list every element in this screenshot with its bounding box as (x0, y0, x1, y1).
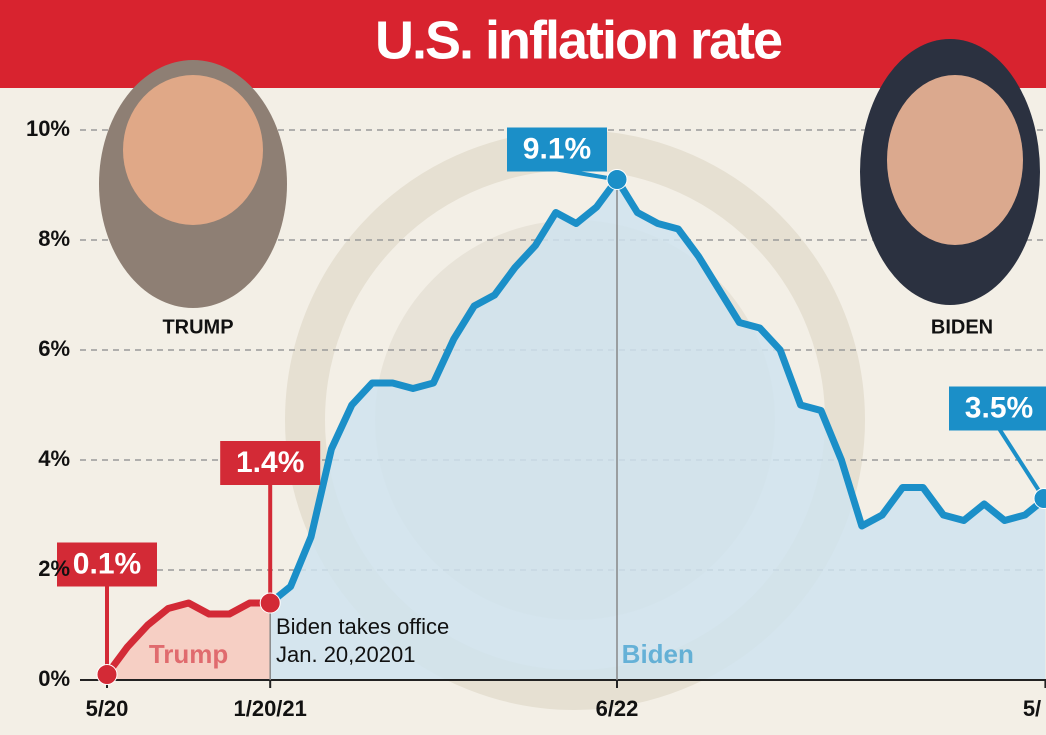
line (104, 599, 271, 677)
point (606, 169, 628, 190)
y-tick-label: 6% (38, 336, 70, 361)
area (107, 603, 271, 680)
data-label: 0.1% (73, 547, 141, 580)
data-label: 3.5% (965, 391, 1033, 424)
plot: Trump Biden 0.1% 1.4% 9.1% 3.5% (57, 127, 1046, 688)
x-tick-label: 6/22 (596, 696, 639, 721)
trump-label: TRUMP (162, 316, 233, 338)
biden-face (887, 75, 1023, 245)
annotation: Biden takes office (276, 614, 449, 639)
y-tick-label: 10% (26, 116, 70, 141)
series-label: Trump (149, 639, 228, 669)
trump-face (123, 75, 263, 225)
x-tick-label: 5/20 (86, 696, 129, 721)
series-label: Biden (622, 639, 694, 669)
callout-box (507, 127, 607, 172)
area (270, 179, 1046, 680)
biden-label: BIDEN (931, 316, 993, 338)
line (267, 176, 1046, 606)
y-tick-label: 0% (38, 666, 70, 691)
callout-box (949, 386, 1046, 431)
callout-box (57, 542, 157, 587)
chart-title: U.S. inflation rate (375, 10, 782, 70)
y-tick-label: 4% (38, 446, 70, 471)
point (96, 664, 118, 685)
x-tick-label: 5/ (1023, 696, 1041, 721)
point (1033, 488, 1046, 509)
point (259, 592, 281, 614)
annotation: Jan. 20,20201 (276, 642, 415, 667)
y-tick-label: 2% (38, 556, 70, 581)
y-tick-label: 8% (38, 226, 70, 251)
data-label: 9.1% (523, 132, 591, 165)
callout-pointer (997, 427, 1046, 500)
data-label: 1.4% (236, 446, 304, 479)
callout-box (220, 441, 321, 485)
x-tick-label: 1/20/21 (233, 696, 306, 721)
